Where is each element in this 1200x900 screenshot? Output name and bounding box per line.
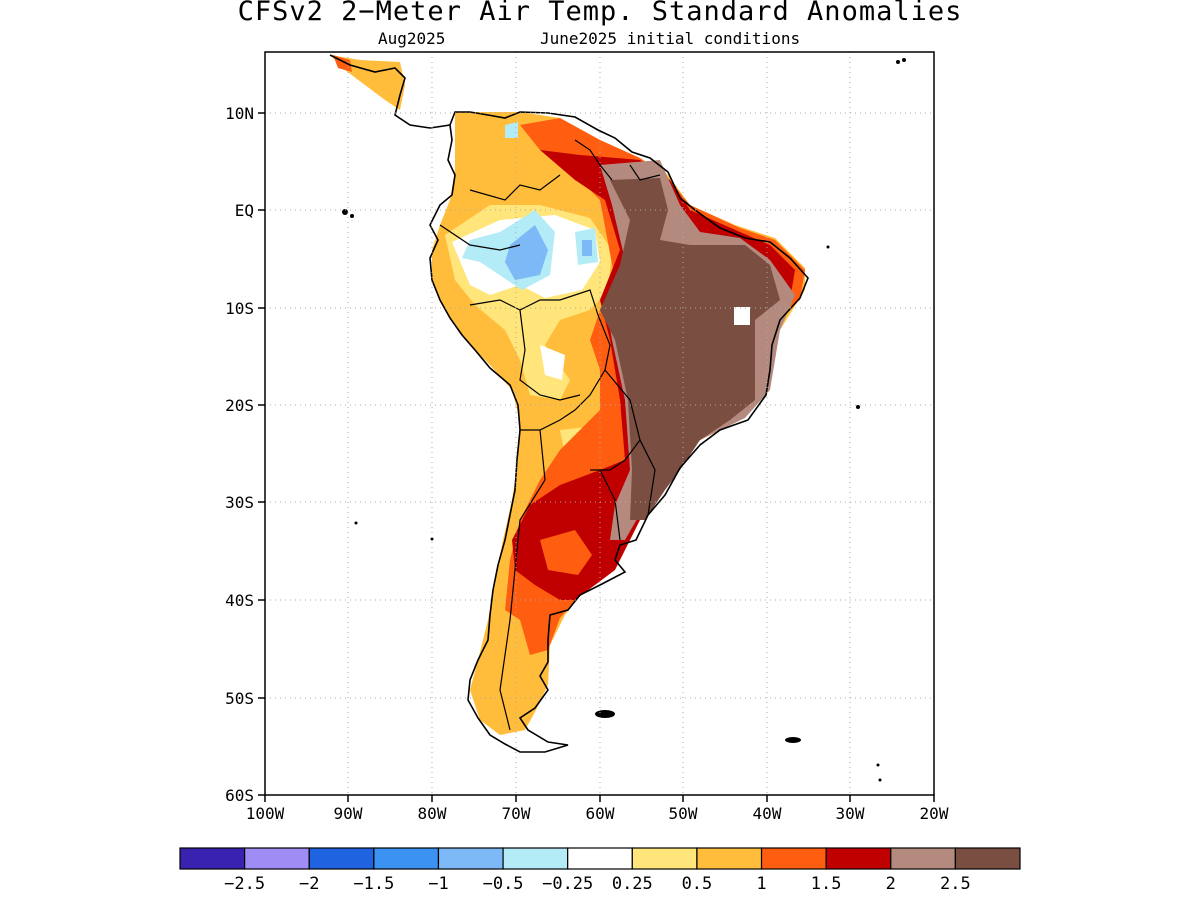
lat-label: 40S (225, 591, 254, 610)
colorbar-swatch (308, 847, 375, 870)
anomaly-region-extreme (600, 178, 780, 520)
colorbar-label: −2 (299, 874, 319, 894)
anomaly-region-cold-east (582, 240, 592, 256)
initial-conditions: June2025 initial conditions (540, 29, 801, 48)
colorbar-label: −2.5 (224, 874, 265, 894)
colorbar-label: −1 (428, 874, 448, 894)
colorbar-swatch (760, 847, 827, 870)
lon-label: 40W (753, 804, 782, 823)
anomaly-region-cold (505, 225, 548, 280)
colorbar-swatch (890, 847, 956, 870)
colorbar-swatch (373, 847, 440, 870)
lon-label: 70W (502, 804, 531, 823)
anomaly-region-warm-core (540, 530, 592, 575)
lon-label: 20W (920, 804, 949, 823)
colorbar-swatch (179, 847, 246, 870)
lon-label: 60W (586, 804, 615, 823)
lon-label: 90W (334, 804, 363, 823)
lon-label: 50W (669, 804, 698, 823)
colorbar-swatch (954, 847, 1021, 870)
colorbar-swatch (696, 847, 763, 870)
lat-label: 10S (225, 299, 254, 318)
lat-label: 10N (225, 104, 254, 123)
colorbar-swatch (825, 847, 892, 870)
lat-label: 30S (225, 493, 254, 512)
colorbar-labels: −2.5 −2 −1.5 −1 −0.5 −0.25 0.25 0.5 1 1.5 2 2.5 (224, 874, 971, 894)
anomaly-field (329, 54, 906, 782)
anomaly-region-neutral-south (540, 345, 565, 380)
colorbar-label: 2 (886, 874, 896, 894)
forecast-month: Aug2025 (378, 29, 446, 48)
colorbar-label: 1.5 (811, 874, 842, 894)
colorbar-label: −1.5 (353, 874, 394, 894)
chart-title: CFSv2 2−Meter Air Temp. Standard Anomali… (237, 0, 963, 27)
central-america-coast (329, 54, 451, 129)
colorbar-label: −0.25 (542, 874, 593, 894)
colorbar-label: −0.5 (483, 874, 524, 894)
colorbar-label: 0.5 (682, 874, 713, 894)
colorbar-swatch (502, 847, 569, 870)
colorbar (179, 847, 1021, 870)
lon-label: 30W (836, 804, 865, 823)
colorbar-label: 1 (756, 874, 766, 894)
colorbar-swatch (631, 847, 698, 870)
longitude-labels: 100W 90W 80W 70W 60W 50W 40W 30W 20W (246, 804, 949, 823)
country-borders (439, 139, 661, 731)
anomaly-region-cool-north (505, 122, 518, 138)
colorbar-label: 2.5 (940, 874, 971, 894)
lon-label: 100W (246, 804, 285, 823)
coastline (429, 111, 809, 753)
colorbar-swatch (437, 847, 504, 870)
lat-label: EQ (235, 201, 254, 220)
lon-label: 80W (418, 804, 447, 823)
colorbar-label: 0.25 (612, 874, 653, 894)
lat-label: 50S (225, 689, 254, 708)
missing-data-cell (734, 307, 750, 325)
latitude-labels: 10N EQ 10S 20S 30S 40S 50S 60S (225, 104, 254, 805)
lat-label: 60S (225, 786, 254, 805)
colorbar-swatch (244, 847, 310, 870)
colorbar-swatch (567, 847, 633, 870)
lat-label: 20S (225, 396, 254, 415)
islands (342, 58, 906, 782)
